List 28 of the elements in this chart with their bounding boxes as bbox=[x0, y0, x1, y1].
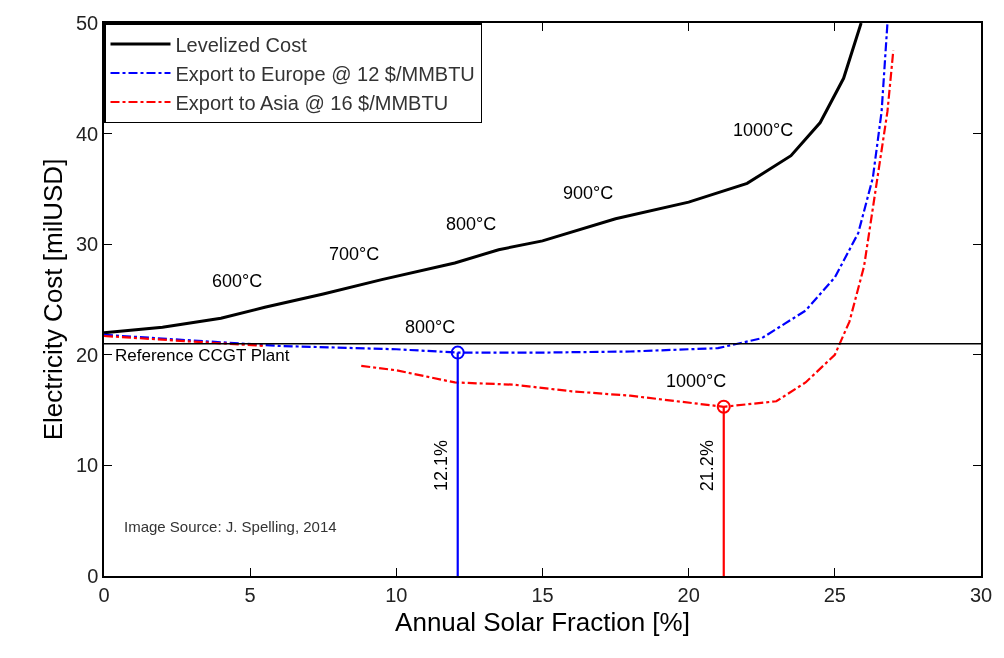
annotation: 900°C bbox=[563, 183, 614, 203]
annotation: 600°C bbox=[212, 271, 263, 291]
annotation: 700°C bbox=[329, 244, 380, 264]
annotation: 1000°C bbox=[733, 120, 794, 140]
x-tick-label: 20 bbox=[677, 583, 700, 606]
legend-label: Export to Europe @ 12 $/MMBTU bbox=[175, 62, 475, 85]
legend-label: Levelized Cost bbox=[175, 33, 308, 56]
x-tick-label: 25 bbox=[823, 583, 846, 606]
legend-label: Export to Asia @ 16 $/MMBTU bbox=[175, 91, 449, 114]
y-tick-label: 0 bbox=[87, 565, 99, 587]
annotation: 800°C bbox=[446, 214, 497, 234]
x-tick-label: 15 bbox=[531, 583, 554, 606]
annotation: 800°C bbox=[405, 317, 456, 337]
annotation: 1000°C bbox=[666, 371, 727, 391]
x-tick-label: 30 bbox=[969, 583, 993, 606]
y-tick-label: 20 bbox=[76, 343, 99, 366]
x-tick-label: 10 bbox=[385, 583, 408, 606]
x-axis-title: Annual Solar Fraction [%] bbox=[395, 606, 690, 637]
annotation: 12.1% bbox=[431, 440, 452, 492]
annotation: 21.2% bbox=[697, 440, 718, 492]
x-tick-label: 5 bbox=[244, 583, 256, 606]
y-tick-label: 10 bbox=[76, 454, 99, 477]
y-axis-title: Electricity Cost [milUSD] bbox=[37, 158, 68, 441]
y-tick-label: 50 bbox=[76, 12, 99, 34]
ref-line-label: Reference CCGT Plant bbox=[115, 346, 290, 365]
annotation: Image Source: J. Spelling, 2014 bbox=[124, 518, 337, 535]
y-tick-label: 40 bbox=[76, 122, 99, 145]
y-tick-label: 30 bbox=[76, 233, 99, 256]
